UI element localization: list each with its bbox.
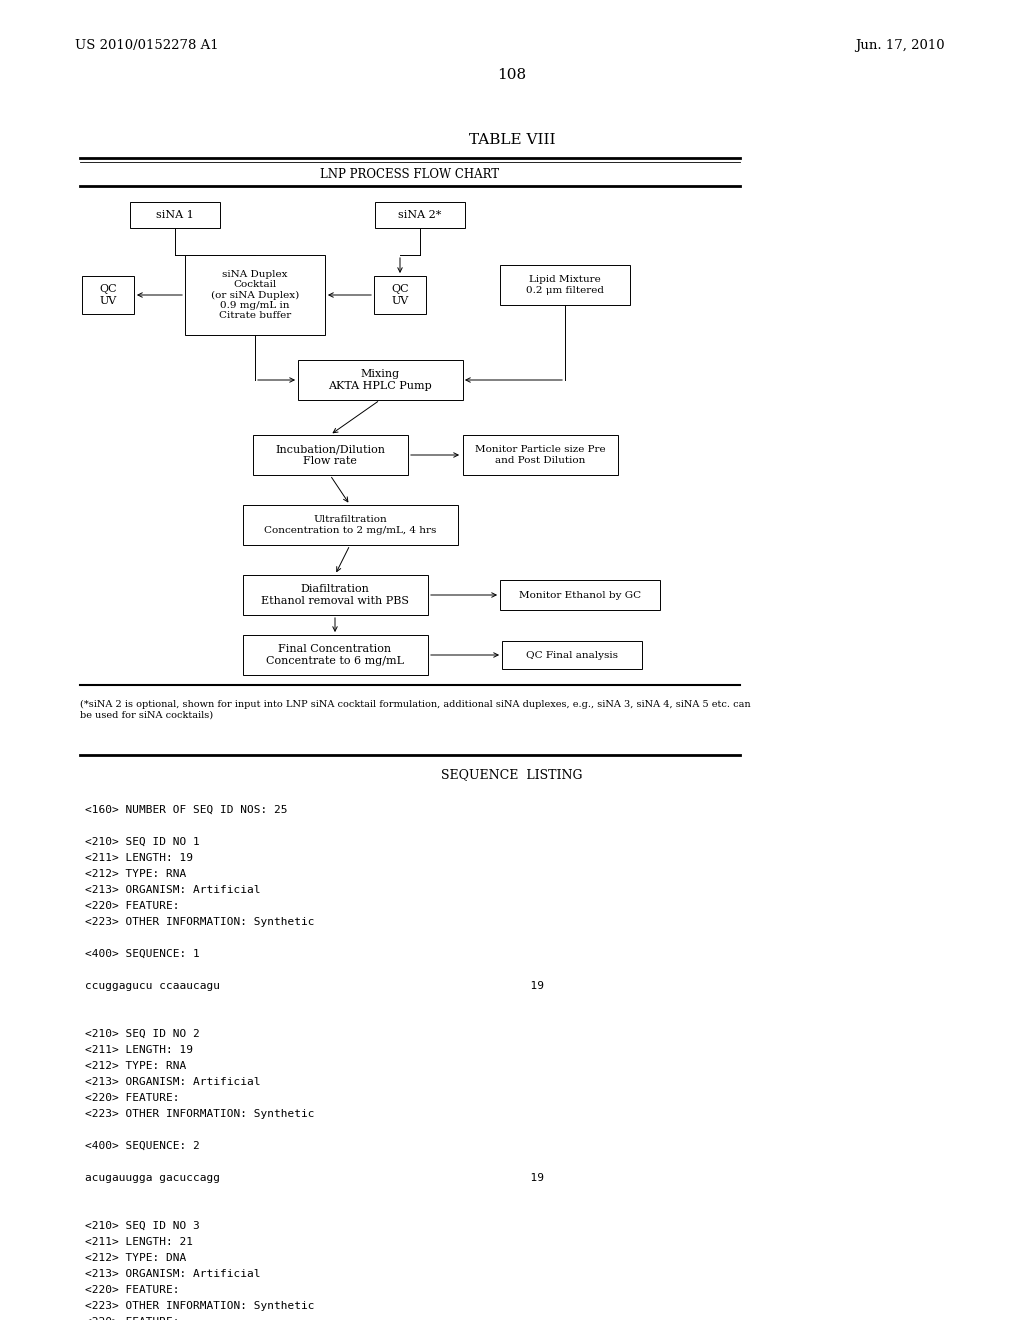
Text: <212> TYPE: RNA: <212> TYPE: RNA [85, 869, 186, 879]
FancyBboxPatch shape [375, 202, 465, 228]
Text: Incubation/Dilution
Flow rate: Incubation/Dilution Flow rate [275, 445, 385, 466]
Text: <210> SEQ ID NO 1: <210> SEQ ID NO 1 [85, 837, 200, 847]
Text: <220> FEATURE:: <220> FEATURE: [85, 1284, 179, 1295]
Text: siNA 1: siNA 1 [156, 210, 194, 220]
Text: Jun. 17, 2010: Jun. 17, 2010 [855, 38, 945, 51]
Text: <220> FEATURE:: <220> FEATURE: [85, 902, 179, 911]
Text: Lipid Mixture
0.2 μm filtered: Lipid Mixture 0.2 μm filtered [526, 276, 604, 294]
Text: QC
UV: QC UV [99, 284, 117, 306]
Text: Ultrafiltration
Concentration to 2 mg/mL, 4 hrs: Ultrafiltration Concentration to 2 mg/mL… [264, 515, 436, 535]
Text: Mixing
AKTA HPLC Pump: Mixing AKTA HPLC Pump [328, 370, 432, 391]
Text: <220> FEATURE:: <220> FEATURE: [85, 1093, 179, 1104]
Text: siNA 2*: siNA 2* [398, 210, 441, 220]
Text: <400> SEQUENCE: 1: <400> SEQUENCE: 1 [85, 949, 200, 960]
Text: <211> LENGTH: 21: <211> LENGTH: 21 [85, 1237, 193, 1247]
FancyBboxPatch shape [82, 276, 134, 314]
Text: Diafiltration
Ethanol removal with PBS: Diafiltration Ethanol removal with PBS [261, 585, 409, 606]
Text: <220> FEATURE:: <220> FEATURE: [85, 1317, 179, 1320]
FancyBboxPatch shape [130, 202, 220, 228]
Text: <223> OTHER INFORMATION: Synthetic: <223> OTHER INFORMATION: Synthetic [85, 1109, 314, 1119]
Text: <210> SEQ ID NO 2: <210> SEQ ID NO 2 [85, 1030, 200, 1039]
Text: US 2010/0152278 A1: US 2010/0152278 A1 [75, 38, 219, 51]
Text: <213> ORGANISM: Artificial: <213> ORGANISM: Artificial [85, 1269, 260, 1279]
FancyBboxPatch shape [243, 506, 458, 545]
FancyBboxPatch shape [298, 360, 463, 400]
Text: <210> SEQ ID NO 3: <210> SEQ ID NO 3 [85, 1221, 200, 1232]
Text: Monitor Ethanol by GC: Monitor Ethanol by GC [519, 590, 641, 599]
Text: TABLE VIII: TABLE VIII [469, 133, 555, 147]
Text: SEQUENCE  LISTING: SEQUENCE LISTING [441, 768, 583, 781]
Text: <212> TYPE: DNA: <212> TYPE: DNA [85, 1253, 186, 1263]
Text: <223> OTHER INFORMATION: Synthetic: <223> OTHER INFORMATION: Synthetic [85, 917, 314, 927]
Text: ccuggagucu ccaaucagu                                              19: ccuggagucu ccaaucagu 19 [85, 981, 544, 991]
Text: <400> SEQUENCE: 2: <400> SEQUENCE: 2 [85, 1140, 200, 1151]
Text: <160> NUMBER OF SEQ ID NOS: 25: <160> NUMBER OF SEQ ID NOS: 25 [85, 805, 288, 814]
Text: <211> LENGTH: 19: <211> LENGTH: 19 [85, 853, 193, 863]
Text: Monitor Particle size Pre
and Post Dilution: Monitor Particle size Pre and Post Dilut… [475, 445, 605, 465]
Text: QC
UV: QC UV [391, 284, 409, 306]
FancyBboxPatch shape [502, 642, 642, 669]
Text: acugauugga gacuccagg                                              19: acugauugga gacuccagg 19 [85, 1173, 544, 1183]
Text: <213> ORGANISM: Artificial: <213> ORGANISM: Artificial [85, 1077, 260, 1086]
FancyBboxPatch shape [374, 276, 426, 314]
FancyBboxPatch shape [463, 436, 617, 475]
Text: 108: 108 [498, 69, 526, 82]
Text: siNA Duplex
Cocktail
(or siNA Duplex)
0.9 mg/mL in
Citrate buffer: siNA Duplex Cocktail (or siNA Duplex) 0.… [211, 269, 299, 321]
FancyBboxPatch shape [243, 576, 427, 615]
FancyBboxPatch shape [243, 635, 427, 675]
Text: <223> OTHER INFORMATION: Synthetic: <223> OTHER INFORMATION: Synthetic [85, 1302, 314, 1311]
Text: <213> ORGANISM: Artificial: <213> ORGANISM: Artificial [85, 884, 260, 895]
Text: <211> LENGTH: 19: <211> LENGTH: 19 [85, 1045, 193, 1055]
FancyBboxPatch shape [253, 436, 408, 475]
FancyBboxPatch shape [185, 255, 325, 335]
Text: LNP PROCESS FLOW CHART: LNP PROCESS FLOW CHART [321, 169, 500, 181]
Text: <212> TYPE: RNA: <212> TYPE: RNA [85, 1061, 186, 1071]
Text: Final Concentration
Concentrate to 6 mg/mL: Final Concentration Concentrate to 6 mg/… [266, 644, 404, 665]
Text: QC Final analysis: QC Final analysis [526, 651, 618, 660]
FancyBboxPatch shape [500, 579, 660, 610]
Text: (*siNA 2 is optional, shown for input into LNP siNA cocktail formulation, additi: (*siNA 2 is optional, shown for input in… [80, 700, 751, 719]
FancyBboxPatch shape [500, 265, 630, 305]
